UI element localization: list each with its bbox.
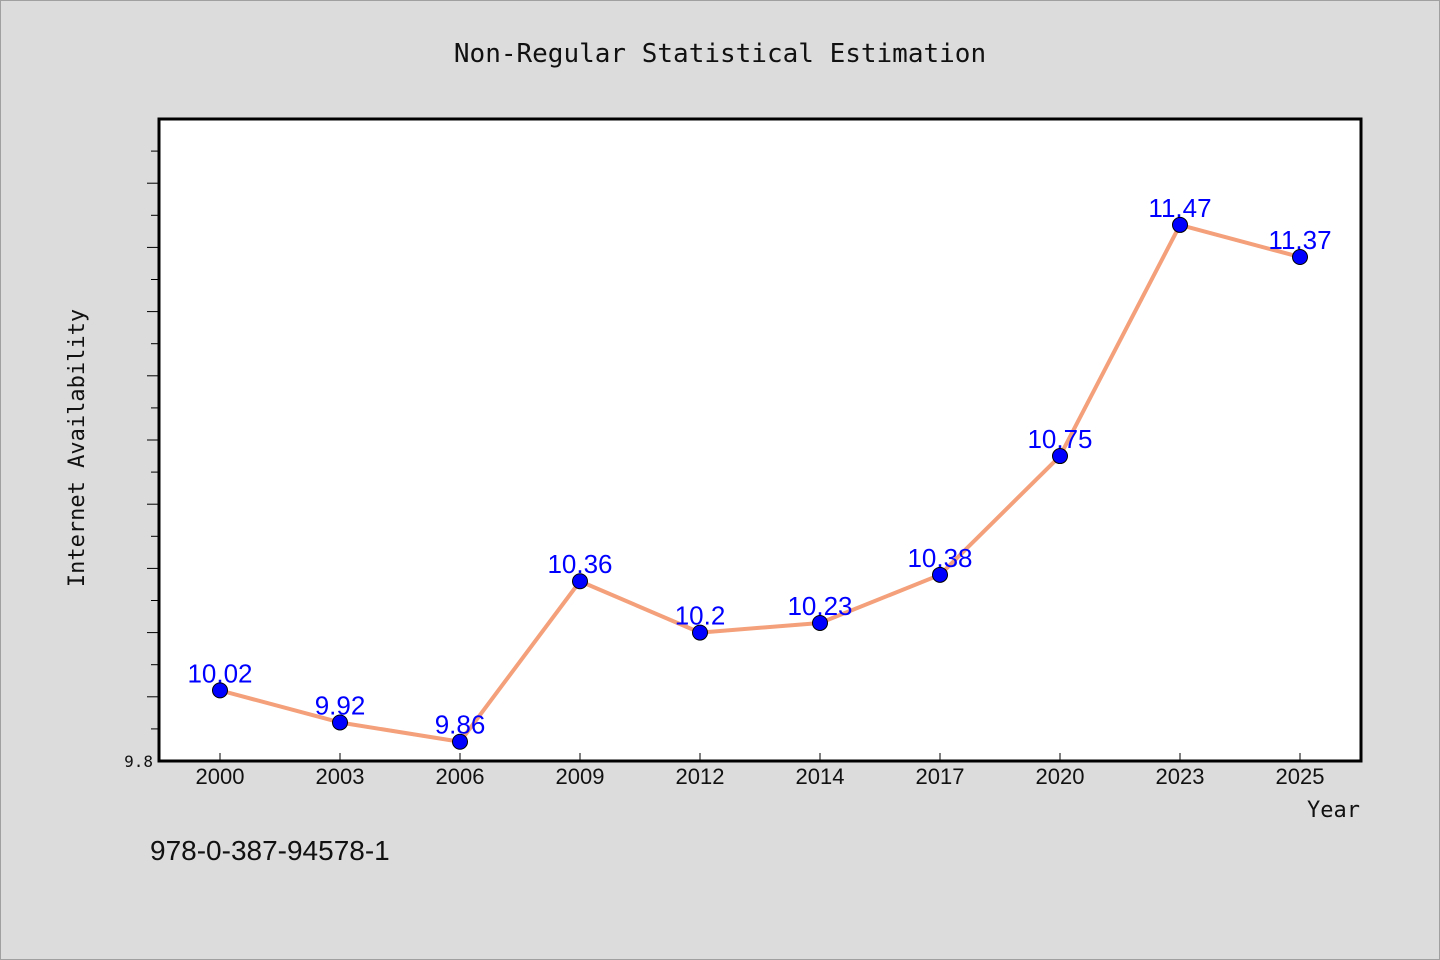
x-tick-label: 2012 [676, 764, 725, 789]
plot-area [157, 117, 1363, 763]
x-axis-ticks: 2000 2003 2006 2009 2012 2014 2017 2020 2023 2025 [196, 753, 1325, 789]
data-point [452, 733, 468, 750]
data-label: 9.92 [315, 690, 366, 720]
x-tick-label: 2025 [1276, 764, 1325, 789]
data-point [332, 714, 348, 731]
data-label: 9.86 [435, 710, 486, 740]
data-label: 11.37 [1268, 225, 1331, 255]
y-tick-label: 9.8 [124, 752, 153, 771]
series-line [219, 222, 1301, 744]
data-label: 10.2 [675, 601, 726, 631]
x-tick-label: 2014 [796, 764, 845, 789]
x-tick-label: 2017 [916, 764, 965, 789]
data-point [812, 614, 828, 631]
data-point [1292, 249, 1308, 266]
data-label: 10.75 [1027, 424, 1092, 454]
x-tick-label: 2020 [1036, 764, 1085, 789]
x-axis-label: Year [1307, 798, 1360, 823]
x-tick-label: 2006 [436, 764, 485, 789]
data-label: 10.02 [187, 658, 252, 688]
chart-title: Non-Regular Statistical Estimation [454, 39, 986, 69]
y-axis-label: Internet Availability [65, 309, 90, 587]
data-point [572, 573, 588, 590]
x-tick-label: 2009 [556, 764, 605, 789]
data-point [1052, 448, 1068, 465]
x-tick-label: 2000 [196, 764, 245, 789]
x-tick-label: 2003 [316, 764, 365, 789]
data-point [692, 624, 708, 641]
footer-code: 978-0-387-94578-1 [150, 835, 390, 866]
data-label: 11.47 [1148, 193, 1211, 223]
data-label: 10.36 [547, 549, 612, 579]
data-label: 10.23 [787, 591, 852, 621]
series-layer: 10.02 9.92 9.86 10.36 10.2 10.23 10.38 10.75 11.… [187, 193, 1332, 750]
data-point [932, 566, 948, 583]
data-point [212, 682, 228, 699]
y-axis-ticks: 9.8 [124, 150, 159, 771]
x-tick-label: 2023 [1156, 764, 1205, 789]
data-label: 10.38 [907, 543, 972, 573]
data-point [1172, 216, 1188, 233]
